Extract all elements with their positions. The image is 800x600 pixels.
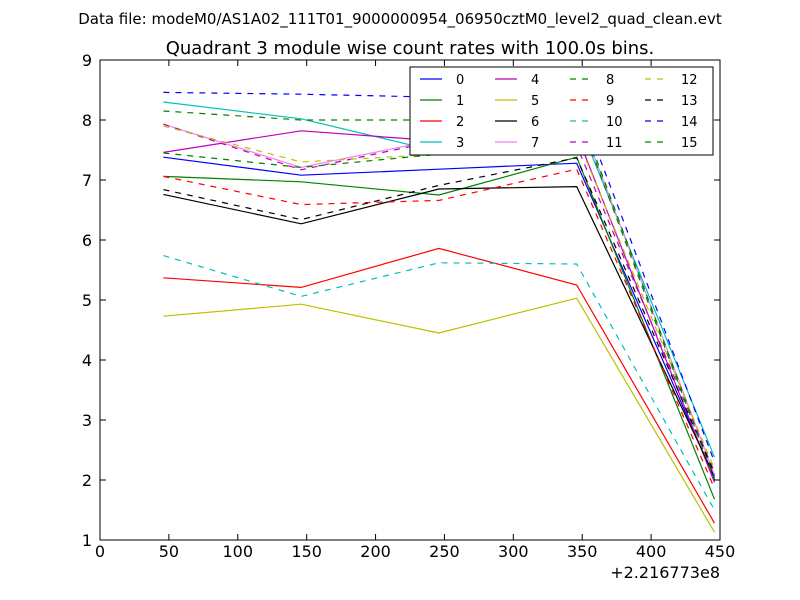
legend-label-3: 3	[456, 136, 464, 151]
series-line-6	[163, 185, 716, 477]
y-tick-label: 6	[82, 231, 92, 250]
y-tick-label: 7	[82, 171, 92, 190]
y-tick-label: 2	[82, 471, 92, 490]
legend-label-5: 5	[531, 94, 539, 109]
series-line-0	[163, 156, 716, 480]
x-tick-label: 0	[95, 542, 105, 561]
series-line-14	[163, 91, 716, 463]
y-tick-label: 8	[82, 111, 92, 130]
legend-label-13: 13	[681, 94, 698, 109]
legend-label-6: 6	[531, 115, 539, 130]
series-line-1	[163, 156, 716, 500]
legend-label-10: 10	[606, 115, 623, 130]
series-line-5	[163, 297, 716, 533]
series-line-9	[163, 168, 716, 489]
x-tick-label: 100	[223, 542, 254, 561]
y-tick-label: 3	[82, 411, 92, 430]
x-tick-label: 450	[705, 542, 736, 561]
data-file-header: Data file: modeM0/AS1A02_111T01_90000009…	[78, 10, 722, 29]
x-tick-label: 200	[360, 542, 391, 561]
x-offset-label: +2.216773e8	[610, 563, 720, 582]
x-tick-label: 150	[291, 542, 322, 561]
y-tick-label: 4	[82, 351, 92, 370]
series-line-11	[163, 123, 716, 473]
legend-label-14: 14	[681, 115, 698, 130]
legend-label-7: 7	[531, 136, 539, 151]
legend-label-15: 15	[681, 136, 698, 151]
x-tick-label: 250	[429, 542, 460, 561]
x-tick-label: 400	[636, 542, 667, 561]
legend-label-12: 12	[681, 73, 698, 88]
legend-label-8: 8	[606, 73, 614, 88]
series-line-10	[163, 255, 716, 511]
series-line-2	[163, 247, 716, 524]
series-line-15	[163, 110, 716, 481]
legend-box	[409, 66, 714, 156]
legend-label-11: 11	[606, 136, 623, 151]
x-tick-label: 300	[498, 542, 529, 561]
y-tick-label: 5	[82, 291, 92, 310]
legend-label-2: 2	[456, 115, 464, 130]
legend-label-0: 0	[456, 73, 464, 88]
legend-label-4: 4	[531, 73, 539, 88]
legend-label-1: 1	[456, 94, 464, 109]
y-tick-label: 1	[82, 531, 92, 550]
y-tick-label: 9	[82, 51, 92, 70]
x-tick-label: 50	[159, 542, 179, 561]
legend-label-9: 9	[606, 94, 614, 109]
x-tick-label: 350	[567, 542, 598, 561]
chart-title: Quadrant 3 module wise count rates with …	[166, 38, 655, 59]
